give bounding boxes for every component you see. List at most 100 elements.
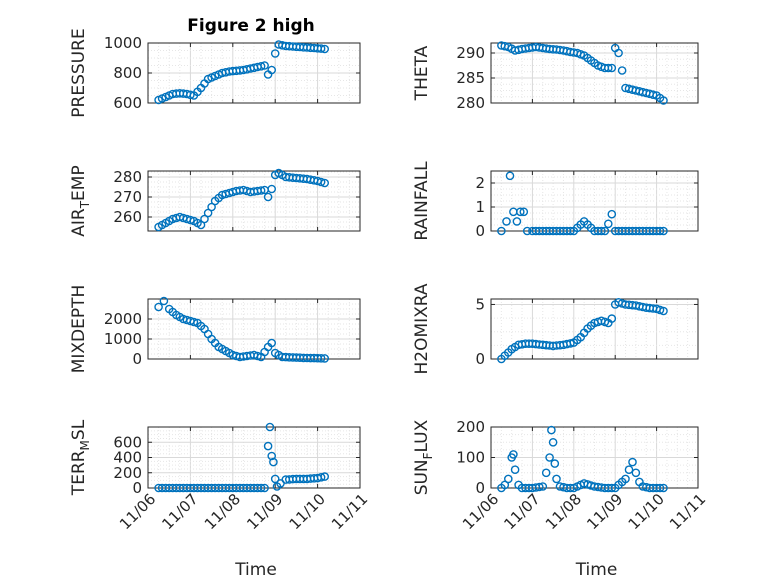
- y-axis-label-main: H2OMIXRA: [412, 283, 432, 374]
- y-tick-label: 280: [456, 94, 485, 112]
- y-axis-label-tail: EMP: [69, 165, 89, 201]
- data-point: [624, 465, 634, 475]
- data-point: [320, 44, 330, 54]
- data-point: [260, 61, 269, 70]
- data-point: [509, 450, 518, 459]
- data-point: [320, 472, 330, 481]
- data-point: [510, 465, 520, 475]
- data-point: [655, 483, 665, 493]
- y-axis-label-main: PRESSURE: [69, 28, 89, 117]
- axes-box: [490, 298, 699, 360]
- data-series: [497, 171, 668, 236]
- subplot-3: 260 270 280 AIRTEMP: [69, 165, 361, 237]
- data-point: [631, 468, 641, 478]
- data-point: [270, 474, 280, 484]
- y-tick-label: 0: [475, 222, 485, 240]
- data-point: [550, 459, 560, 468]
- x-tick-label: 11/08: [201, 490, 244, 533]
- subplot-4: 0 1 2 RAINFALL: [412, 161, 699, 241]
- data-point: [597, 226, 606, 236]
- y-axis-label: AIRTEMP: [69, 165, 92, 236]
- data-point: [538, 482, 548, 491]
- y-tick-label: 0: [132, 479, 142, 497]
- data-series: [154, 422, 330, 493]
- y-tick-label: 200: [456, 418, 485, 436]
- y-axis-label-subscript: M: [78, 440, 92, 450]
- y-tick-label: 0: [475, 479, 485, 497]
- data-point: [505, 171, 515, 181]
- data-point: [316, 177, 326, 187]
- y-tick-label: 290: [456, 44, 485, 62]
- y-tick-label: 400: [113, 449, 142, 467]
- y-axis-label-subscript: F: [421, 452, 435, 459]
- data-point: [316, 44, 326, 53]
- data-point: [497, 226, 506, 236]
- data-point: [512, 217, 522, 226]
- y-tick-label: 280: [113, 168, 142, 186]
- data-point: [541, 468, 551, 478]
- data-point: [545, 453, 554, 462]
- y-tick-label: 1: [475, 198, 485, 216]
- data-point: [548, 437, 558, 447]
- y-axis-label-main: TERR: [69, 450, 89, 496]
- data-point: [320, 354, 330, 363]
- figure-title: Figure 2 high: [187, 16, 315, 36]
- data-point: [320, 178, 330, 188]
- y-axis-label-subscript: T: [78, 200, 92, 209]
- data-point: [648, 90, 658, 99]
- data-point: [659, 96, 668, 105]
- y-axis-label-tail: LUX: [412, 419, 432, 452]
- data-point: [621, 474, 630, 484]
- data-point: [267, 451, 277, 461]
- data-point: [516, 207, 525, 217]
- y-axis-label-main: SUN: [412, 459, 432, 495]
- y-tick-label: 800: [113, 64, 142, 82]
- data-point: [502, 217, 511, 226]
- data-point: [617, 66, 627, 75]
- data-point: [604, 219, 613, 229]
- data-point: [607, 314, 617, 323]
- y-axis-label: THETA: [412, 45, 432, 101]
- data-series: [497, 425, 668, 493]
- data-point: [600, 226, 610, 236]
- data-point: [270, 49, 280, 58]
- data-point: [659, 483, 668, 493]
- data-point: [189, 317, 199, 327]
- subplot-1: 600 800 1000 PRESSURE: [69, 28, 361, 118]
- data-point: [655, 226, 665, 236]
- y-axis-label: MIXDEPTH: [69, 285, 89, 374]
- data-point: [566, 339, 575, 348]
- data-point: [535, 482, 544, 492]
- data-point: [655, 305, 665, 315]
- y-tick-label: 200: [113, 464, 142, 482]
- y-axis-label-main: RAINFALL: [412, 161, 432, 241]
- data-point: [519, 207, 529, 217]
- data-series: [154, 296, 330, 363]
- x-tick-label: 11/11: [328, 490, 371, 533]
- y-tick-label: 2000: [104, 310, 142, 328]
- y-tick-label: 0: [475, 350, 485, 368]
- y-tick-label: 2: [475, 174, 485, 192]
- data-series: [154, 168, 330, 232]
- subplot-8: 010020011/0611/0711/0811/0911/1011/11SUN…: [412, 418, 709, 580]
- data-point: [267, 338, 277, 348]
- y-tick-label: 600: [113, 433, 142, 451]
- subplot-6: 0 5 H2OMIXRA: [412, 283, 699, 375]
- y-tick-label: 100: [456, 449, 485, 467]
- y-axis-label: TERRMSL: [69, 419, 92, 496]
- y-axis-label-main: THETA: [412, 45, 432, 101]
- y-tick-label: 1000: [104, 34, 142, 52]
- data-point: [604, 63, 613, 73]
- y-tick-label: 285: [456, 69, 485, 87]
- y-tick-label: 260: [113, 208, 142, 226]
- y-axis-label: SUNFLUX: [412, 419, 435, 495]
- data-point: [253, 351, 262, 361]
- x-axis-label: Time: [575, 560, 618, 580]
- data-point: [659, 306, 668, 316]
- data-point: [566, 226, 575, 236]
- data-point: [200, 214, 209, 224]
- data-point: [267, 65, 277, 75]
- data-point: [265, 422, 275, 432]
